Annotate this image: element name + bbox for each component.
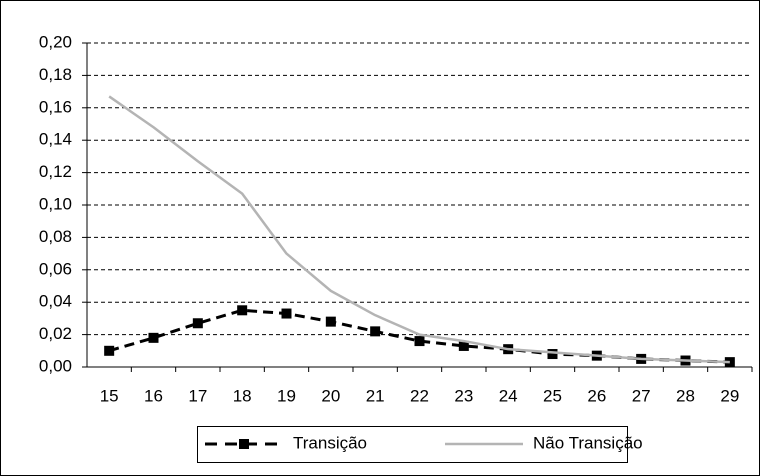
marker [281,308,292,319]
y-tick-label: 0,20 [39,32,72,51]
y-tick-label: 0,00 [39,356,72,375]
y-tick-label: 0,18 [39,65,72,84]
marker [547,349,558,360]
y-tick-label: 0,08 [39,227,72,246]
marker [414,336,425,347]
legend-marker [239,439,249,449]
x-tick-label: 18 [233,386,252,405]
x-tick-label: 16 [144,386,163,405]
y-tick-label: 0,16 [39,97,72,116]
y-tick-label: 0,14 [39,130,72,149]
marker [192,318,203,329]
x-tick-label: 15 [100,386,119,405]
x-tick-label: 24 [499,386,518,405]
x-tick-label: 22 [410,386,429,405]
x-tick-label: 21 [366,386,385,405]
x-tick-label: 29 [720,386,739,405]
x-tick-label: 19 [277,386,296,405]
x-tick-label: 27 [632,386,651,405]
marker [104,345,115,356]
marker [148,332,159,343]
x-tick-label: 26 [587,386,606,405]
y-tick-label: 0,10 [39,194,72,213]
marker [370,326,381,337]
x-tick-label: 28 [676,386,695,405]
legend-label: Não Transição [533,433,643,452]
x-tick-label: 17 [188,386,207,405]
marker [458,340,469,351]
y-tick-label: 0,12 [39,162,72,181]
x-tick-label: 23 [454,386,473,405]
legend-label: Transição [293,433,367,452]
y-tick-label: 0,04 [39,292,72,311]
marker [237,305,248,316]
marker [325,316,336,327]
y-tick-label: 0,02 [39,324,72,343]
series-line [108,95,730,364]
x-tick-label: 25 [543,386,562,405]
x-tick-label: 20 [321,386,340,405]
y-tick-label: 0,06 [39,259,72,278]
